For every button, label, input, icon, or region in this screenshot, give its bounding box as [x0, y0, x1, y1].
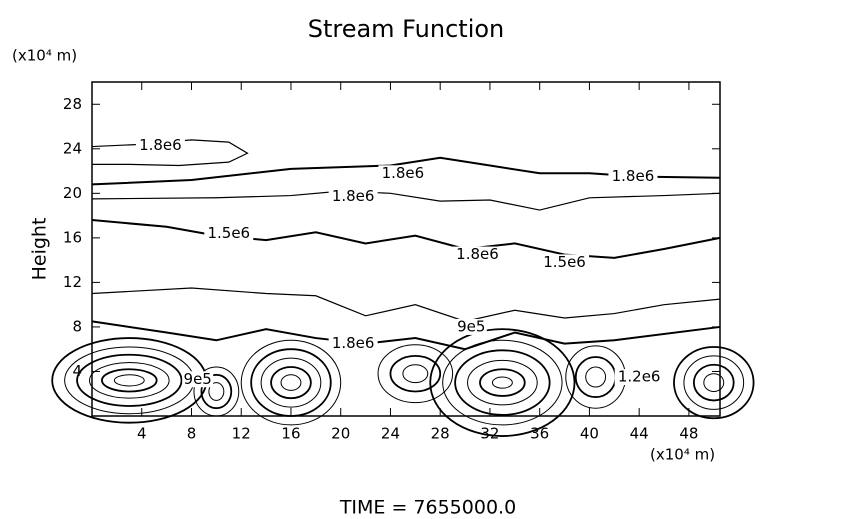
- eddy-contour: [467, 359, 538, 406]
- y-tick-label: 28: [63, 95, 82, 113]
- eddy-contour: [377, 344, 454, 404]
- contour-label: 1.5e6: [207, 224, 250, 242]
- chart-title: Stream Function: [308, 15, 505, 43]
- label-mask: [204, 225, 254, 242]
- eddy-contour: [101, 368, 158, 393]
- label-mask: [328, 335, 378, 352]
- label-mask: [135, 137, 185, 154]
- x-tick-label: 48: [679, 425, 698, 443]
- eddy-contour: [208, 382, 225, 401]
- x-tick-label: 8: [187, 425, 197, 443]
- contour-label: 9e5: [457, 317, 485, 335]
- contour-line: [91, 320, 721, 351]
- eddy-contour: [442, 339, 563, 426]
- label-mask: [328, 188, 378, 205]
- eddy-contour: [454, 349, 551, 416]
- eddy-contour: [683, 355, 745, 410]
- y-tick-label: 4: [72, 362, 82, 380]
- contour-label: 1.8e6: [456, 245, 499, 263]
- eddy-contour: [585, 366, 607, 388]
- eddy-contour: [193, 366, 240, 417]
- contour-label: 1.8e6: [332, 334, 375, 352]
- x-tick-label: 12: [232, 425, 251, 443]
- eddy-contour: [692, 363, 735, 402]
- y-tick-label: 16: [63, 228, 82, 246]
- eddy-contour: [260, 357, 322, 408]
- eddy-contour: [200, 373, 233, 410]
- x-tick-label: 40: [580, 425, 599, 443]
- label-mask: [182, 371, 214, 388]
- eddy-contour: [240, 339, 342, 426]
- label-mask: [455, 318, 487, 335]
- y-unit: (x10⁴ m): [12, 47, 77, 65]
- x-tick-label: 4: [137, 425, 147, 443]
- x-tick-label: 20: [331, 425, 350, 443]
- eddy-contour: [64, 346, 195, 415]
- x-tick-label: 36: [530, 425, 549, 443]
- plot-frame: [91, 81, 721, 417]
- contour-line: [91, 219, 721, 259]
- eddy-contour: [389, 354, 442, 393]
- footer: TIME = 7655000.0: [339, 497, 516, 519]
- y-axis-label: Height: [29, 218, 51, 281]
- eddy-contour: [574, 356, 617, 398]
- label-mask: [614, 369, 664, 386]
- eddy-contour: [280, 374, 302, 391]
- contour-label: 1.5e6: [543, 253, 586, 271]
- x-tick-label: 28: [431, 425, 450, 443]
- eddy-contour: [250, 348, 332, 417]
- eddy-contour: [76, 353, 183, 407]
- x-tick-label: 16: [281, 425, 300, 443]
- label-mask: [378, 165, 428, 182]
- eddy-contour: [479, 368, 526, 397]
- contour-label: 1.2e6: [618, 368, 661, 386]
- y-tick-label: 24: [63, 139, 82, 157]
- x-tick-label: 44: [630, 425, 649, 443]
- x-tick-label: 32: [480, 425, 499, 443]
- label-mask: [608, 168, 658, 185]
- eddy-contour: [491, 376, 513, 389]
- eddy-contour: [113, 374, 145, 387]
- contour-label: 9e5: [184, 370, 212, 388]
- y-tick-label: 20: [63, 184, 82, 202]
- x-tick-label: 24: [381, 425, 400, 443]
- contour-label: 1.8e6: [612, 167, 655, 185]
- x-unit: (x10⁴ m): [650, 446, 715, 464]
- eddy-contour: [703, 373, 725, 393]
- label-mask: [453, 246, 503, 263]
- label-mask: [540, 254, 590, 271]
- contour-label: 1.8e6: [139, 136, 182, 154]
- eddy-contour: [89, 362, 170, 399]
- eddy-contour: [673, 346, 755, 420]
- eddy-contour: [402, 364, 429, 384]
- y-tick-label: 8: [72, 317, 82, 335]
- contour-label: 1.8e6: [382, 164, 425, 182]
- contour-label: 1.8e6: [332, 187, 375, 205]
- eddy-contour: [270, 366, 312, 400]
- contour-line: [91, 287, 721, 322]
- contour-line: [91, 190, 721, 211]
- eddy-contour: [429, 328, 576, 437]
- y-tick-label: 12: [63, 273, 82, 291]
